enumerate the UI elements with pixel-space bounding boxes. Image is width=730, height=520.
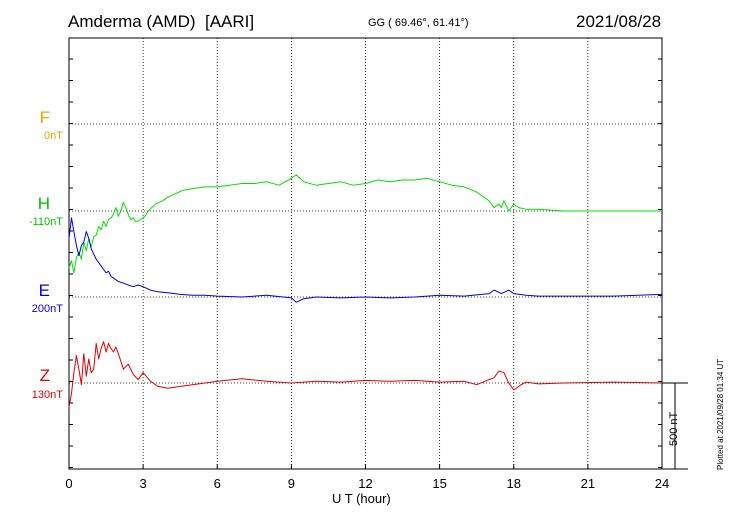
scale-bar (662, 382, 688, 470)
channel-f-baseline: 0nT (44, 130, 63, 142)
x-tick-label: 3 (140, 476, 147, 491)
channel-h-baseline: -110nT (28, 216, 63, 228)
chart-date: 2021/08/28 (576, 12, 662, 31)
channel-z-baseline: 130nT (31, 389, 63, 401)
grid-lines (69, 38, 662, 469)
channel-z-label: Z (39, 366, 50, 385)
channel-f-label: F (39, 108, 50, 127)
series-h-line (68, 174, 662, 274)
x-tick-label: 15 (432, 476, 446, 491)
x-tick-label: 18 (507, 476, 521, 491)
station-name: Amderma (AMD) (68, 12, 196, 31)
x-tick-label: 24 (655, 476, 669, 491)
channel-e-label: E (38, 281, 50, 300)
station-title: Amderma (AMD) [AARI] (68, 12, 254, 32)
x-axis-label: U T (hour) (332, 491, 391, 506)
x-tick-label: 6 (214, 476, 221, 491)
channel-h-label: H (37, 194, 50, 213)
geographic-coords: GG ( 69.46°, 61.41°) (368, 17, 469, 29)
x-tick-label: 0 (65, 476, 72, 491)
x-ticks: 0 3 6 9 12 15 18 21 24 (65, 464, 669, 491)
series-e-line (68, 217, 663, 303)
series-z-line (68, 341, 663, 408)
traces (68, 174, 663, 408)
x-tick-label: 9 (288, 476, 295, 491)
institute-code: [AARI] (204, 12, 255, 31)
channel-e-baseline: 200nT (31, 303, 63, 315)
x-tick-label: 21 (581, 476, 595, 491)
x-tick-label: 12 (358, 476, 372, 491)
